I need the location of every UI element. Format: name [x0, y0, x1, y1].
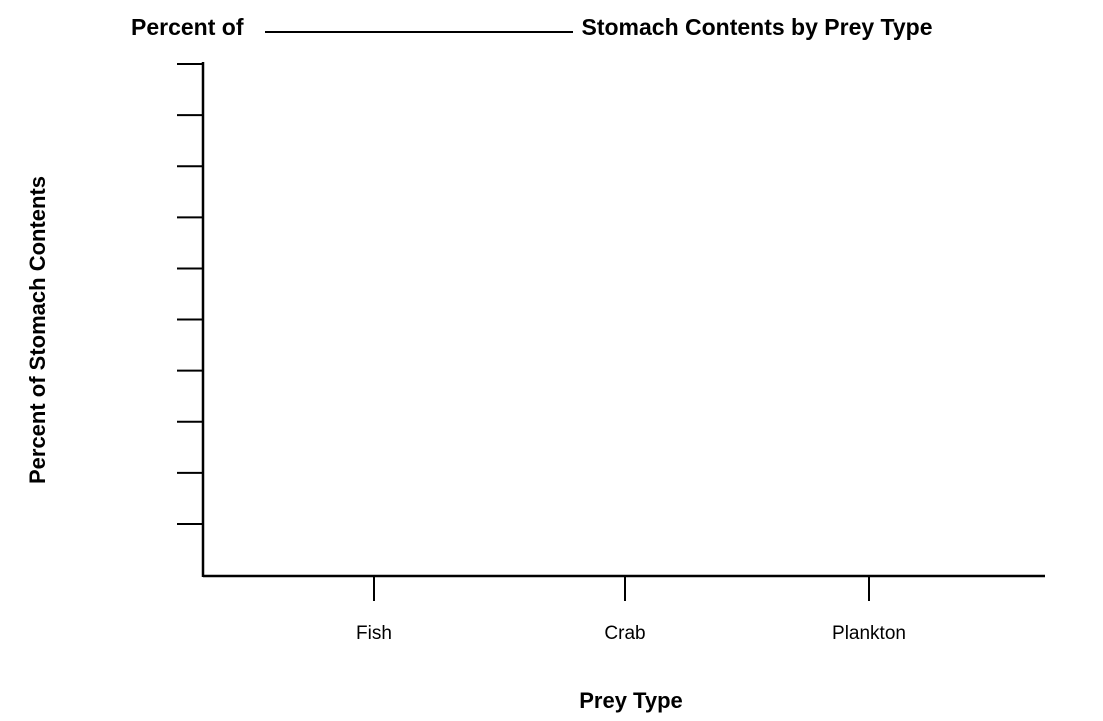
chart-title-prefix: Percent of	[131, 13, 244, 40]
chart-title-suffix: Stomach Contents by Prey Type	[581, 13, 933, 40]
chart-title: Percent of Stomach Contents by Prey Type	[131, 10, 933, 44]
title-blank-line	[265, 15, 574, 33]
x-ticks: Fish Crab Plankton	[356, 576, 906, 644]
x-axis-label: Prey Type	[579, 688, 683, 713]
y-axis-label: Percent of Stomach Contents	[25, 175, 50, 485]
y-ticks	[177, 63, 203, 525]
x-tick-label-crab: Crab	[604, 623, 645, 644]
x-tick-label-plankton: Plankton	[832, 623, 906, 644]
x-tick-label-fish: Fish	[356, 623, 392, 644]
